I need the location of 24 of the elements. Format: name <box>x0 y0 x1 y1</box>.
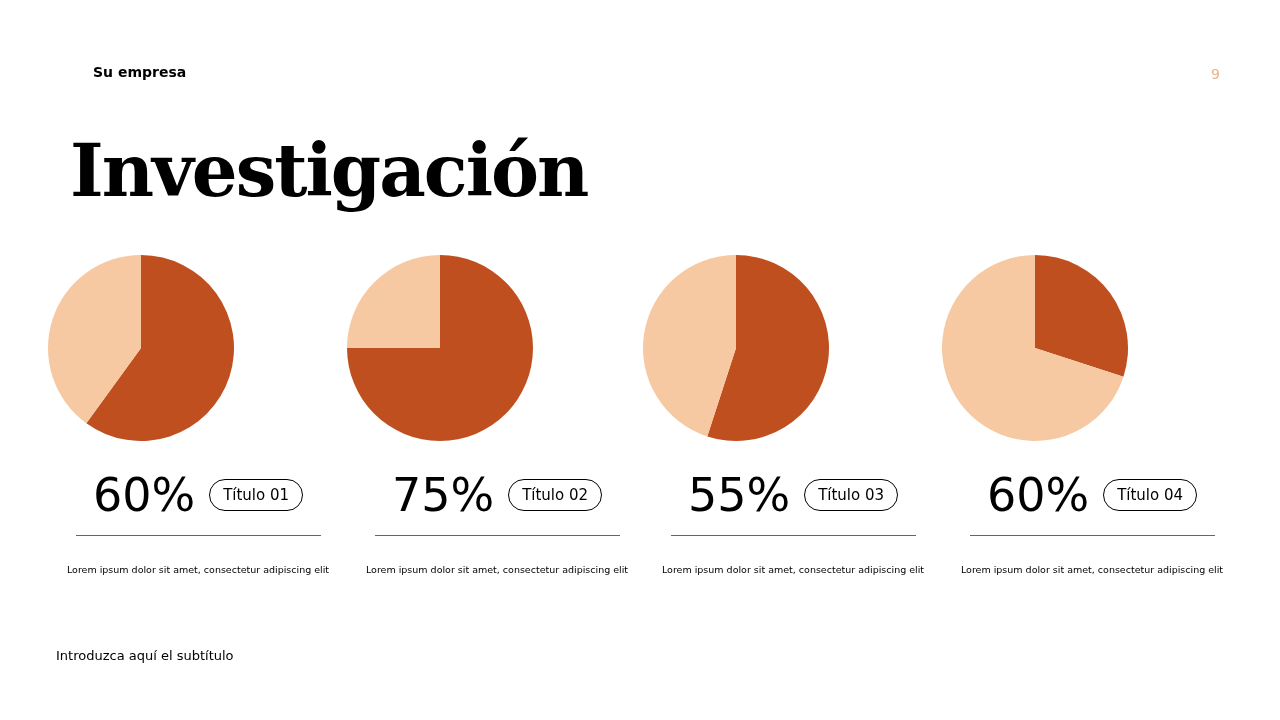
text: Lorem ipsum dolor sit amet, consectetur adipiscing elit <box>959 564 1225 575</box>
text: Título 02 <box>508 479 603 511</box>
pie-slice <box>643 255 736 437</box>
text: Título 01 <box>209 479 304 511</box>
text: 9 <box>1211 66 1220 82</box>
pie-slice <box>347 255 533 441</box>
text: 60% <box>92 468 196 522</box>
text: Lorem ipsum dolor sit amet, consectetur adipiscing elit <box>364 564 630 575</box>
text: Investigación <box>70 128 588 213</box>
text: 60% <box>986 468 1090 522</box>
text: Título 03 <box>804 479 899 511</box>
text: Título 04 <box>1103 479 1198 511</box>
pie-slice <box>707 255 829 441</box>
text: 75% <box>391 468 495 522</box>
pie-slice <box>86 255 234 441</box>
pie-slice <box>48 255 141 424</box>
text: Su empresa <box>93 64 187 80</box>
text: Introduzca aquí el subtítulo <box>56 648 234 663</box>
pie-slice <box>347 255 440 348</box>
text: Lorem ipsum dolor sit amet, consectetur adipiscing elit <box>660 564 926 575</box>
pie-slice <box>1035 255 1128 377</box>
pie-slice <box>942 255 1124 441</box>
text: Lorem ipsum dolor sit amet, consectetur adipiscing elit <box>65 564 331 575</box>
text: 55% <box>687 468 791 522</box>
